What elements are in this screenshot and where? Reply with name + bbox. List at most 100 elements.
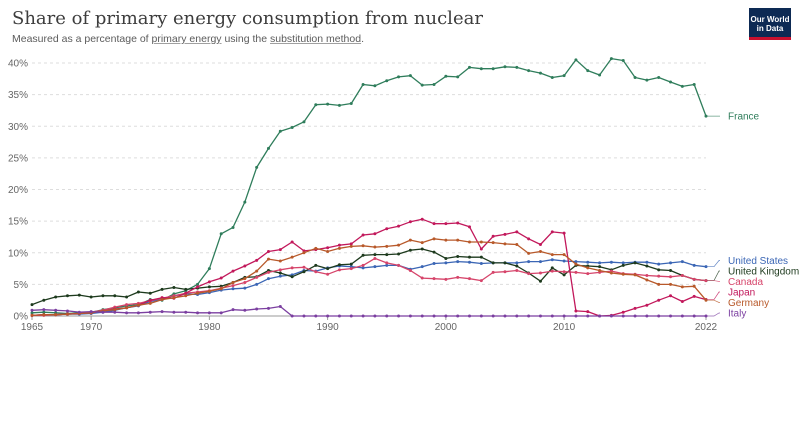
data-point-japan[interactable] — [491, 234, 495, 238]
data-point-italy[interactable] — [527, 314, 531, 318]
data-point-france[interactable] — [444, 74, 448, 78]
data-point-canada[interactable] — [527, 272, 531, 276]
data-point-italy[interactable] — [290, 314, 294, 318]
data-point-canada[interactable] — [302, 265, 306, 269]
data-point-germany[interactable] — [207, 289, 211, 293]
data-point-italy[interactable] — [373, 314, 377, 318]
data-point-france[interactable] — [657, 76, 661, 80]
data-point-canada[interactable] — [349, 267, 353, 271]
data-point-france[interactable] — [408, 74, 412, 78]
data-point-united-states[interactable] — [598, 261, 602, 265]
data-point-germany[interactable] — [645, 278, 649, 282]
data-point-italy[interactable] — [255, 307, 259, 311]
data-point-germany[interactable] — [160, 298, 164, 302]
data-point-germany[interactable] — [680, 285, 684, 289]
data-point-united-kingdom[interactable] — [65, 294, 69, 298]
data-point-united-kingdom[interactable] — [113, 294, 117, 298]
data-point-italy[interactable] — [609, 314, 613, 318]
data-point-germany[interactable] — [125, 306, 129, 310]
data-point-italy[interactable] — [385, 314, 389, 318]
data-point-japan[interactable] — [574, 309, 578, 313]
data-point-japan[interactable] — [219, 276, 223, 280]
data-point-italy[interactable] — [408, 314, 412, 318]
data-point-united-states[interactable] — [266, 277, 270, 281]
data-point-italy[interactable] — [196, 311, 200, 315]
data-point-japan[interactable] — [361, 233, 365, 237]
data-point-france[interactable] — [645, 78, 649, 82]
data-point-italy[interactable] — [65, 309, 69, 313]
data-point-italy[interactable] — [125, 311, 129, 315]
data-point-united-kingdom[interactable] — [361, 253, 365, 257]
data-point-japan[interactable] — [444, 222, 448, 226]
data-point-united-states[interactable] — [243, 286, 247, 290]
data-point-japan[interactable] — [207, 280, 211, 284]
data-point-italy[interactable] — [598, 314, 602, 318]
data-point-canada[interactable] — [669, 275, 673, 279]
data-point-united-kingdom[interactable] — [491, 261, 495, 265]
data-point-united-states[interactable] — [444, 261, 448, 265]
data-point-germany[interactable] — [586, 266, 590, 270]
data-point-united-states[interactable] — [550, 258, 554, 262]
data-point-france[interactable] — [680, 84, 684, 88]
data-point-united-kingdom[interactable] — [456, 255, 460, 259]
data-point-france[interactable] — [314, 103, 318, 107]
data-point-france[interactable] — [491, 67, 495, 71]
data-point-united-kingdom[interactable] — [550, 266, 554, 270]
data-point-canada[interactable] — [657, 274, 661, 278]
data-point-italy[interactable] — [243, 308, 247, 312]
data-point-canada[interactable] — [444, 277, 448, 281]
data-point-italy[interactable] — [621, 314, 625, 318]
data-point-canada[interactable] — [125, 303, 129, 307]
data-point-canada[interactable] — [231, 284, 235, 288]
data-point-italy[interactable] — [574, 314, 578, 318]
data-point-italy[interactable] — [645, 314, 649, 318]
data-point-canada[interactable] — [373, 256, 377, 260]
data-point-united-kingdom[interactable] — [42, 298, 46, 302]
data-point-germany[interactable] — [408, 238, 412, 242]
data-point-canada[interactable] — [432, 277, 436, 281]
data-point-united-states[interactable] — [373, 265, 377, 269]
data-point-canada[interactable] — [515, 268, 519, 272]
data-point-united-states[interactable] — [456, 260, 460, 264]
data-point-italy[interactable] — [160, 310, 164, 314]
data-point-united-kingdom[interactable] — [397, 252, 401, 256]
data-point-united-kingdom[interactable] — [645, 264, 649, 268]
data-point-japan[interactable] — [621, 310, 625, 314]
series-label-united-kingdom[interactable]: United Kingdom — [728, 267, 799, 278]
data-point-canada[interactable] — [503, 270, 507, 274]
data-point-italy[interactable] — [550, 314, 554, 318]
data-point-united-kingdom[interactable] — [148, 291, 152, 295]
data-point-japan[interactable] — [645, 303, 649, 307]
data-point-united-kingdom[interactable] — [184, 287, 188, 291]
data-point-japan[interactable] — [456, 221, 460, 225]
data-point-italy[interactable] — [89, 310, 93, 314]
data-point-germany[interactable] — [219, 287, 223, 291]
data-point-united-kingdom[interactable] — [89, 295, 93, 299]
data-point-japan[interactable] — [527, 237, 531, 241]
data-point-france[interactable] — [669, 80, 673, 84]
data-point-italy[interactable] — [515, 314, 519, 318]
data-point-italy[interactable] — [113, 310, 117, 314]
data-point-united-kingdom[interactable] — [408, 248, 412, 252]
data-point-france[interactable] — [385, 79, 389, 83]
data-point-canada[interactable] — [468, 277, 472, 281]
data-point-canada[interactable] — [550, 269, 554, 273]
data-point-canada[interactable] — [314, 270, 318, 274]
series-label-japan[interactable]: Japan — [728, 288, 755, 299]
data-point-italy[interactable] — [54, 308, 58, 312]
data-point-france[interactable] — [219, 232, 223, 236]
data-point-united-kingdom[interactable] — [136, 290, 140, 294]
data-point-italy[interactable] — [231, 308, 235, 312]
data-point-united-kingdom[interactable] — [302, 270, 306, 274]
data-point-italy[interactable] — [444, 314, 448, 318]
data-point-united-states[interactable] — [692, 263, 696, 267]
data-point-germany[interactable] — [538, 249, 542, 253]
data-point-japan[interactable] — [243, 264, 247, 268]
data-point-france[interactable] — [278, 129, 282, 133]
data-point-canada[interactable] — [266, 270, 270, 274]
data-point-japan[interactable] — [266, 249, 270, 253]
data-point-germany[interactable] — [231, 280, 235, 284]
series-line-germany[interactable] — [31, 238, 707, 317]
data-point-france[interactable] — [432, 83, 436, 87]
data-point-germany[interactable] — [184, 294, 188, 298]
